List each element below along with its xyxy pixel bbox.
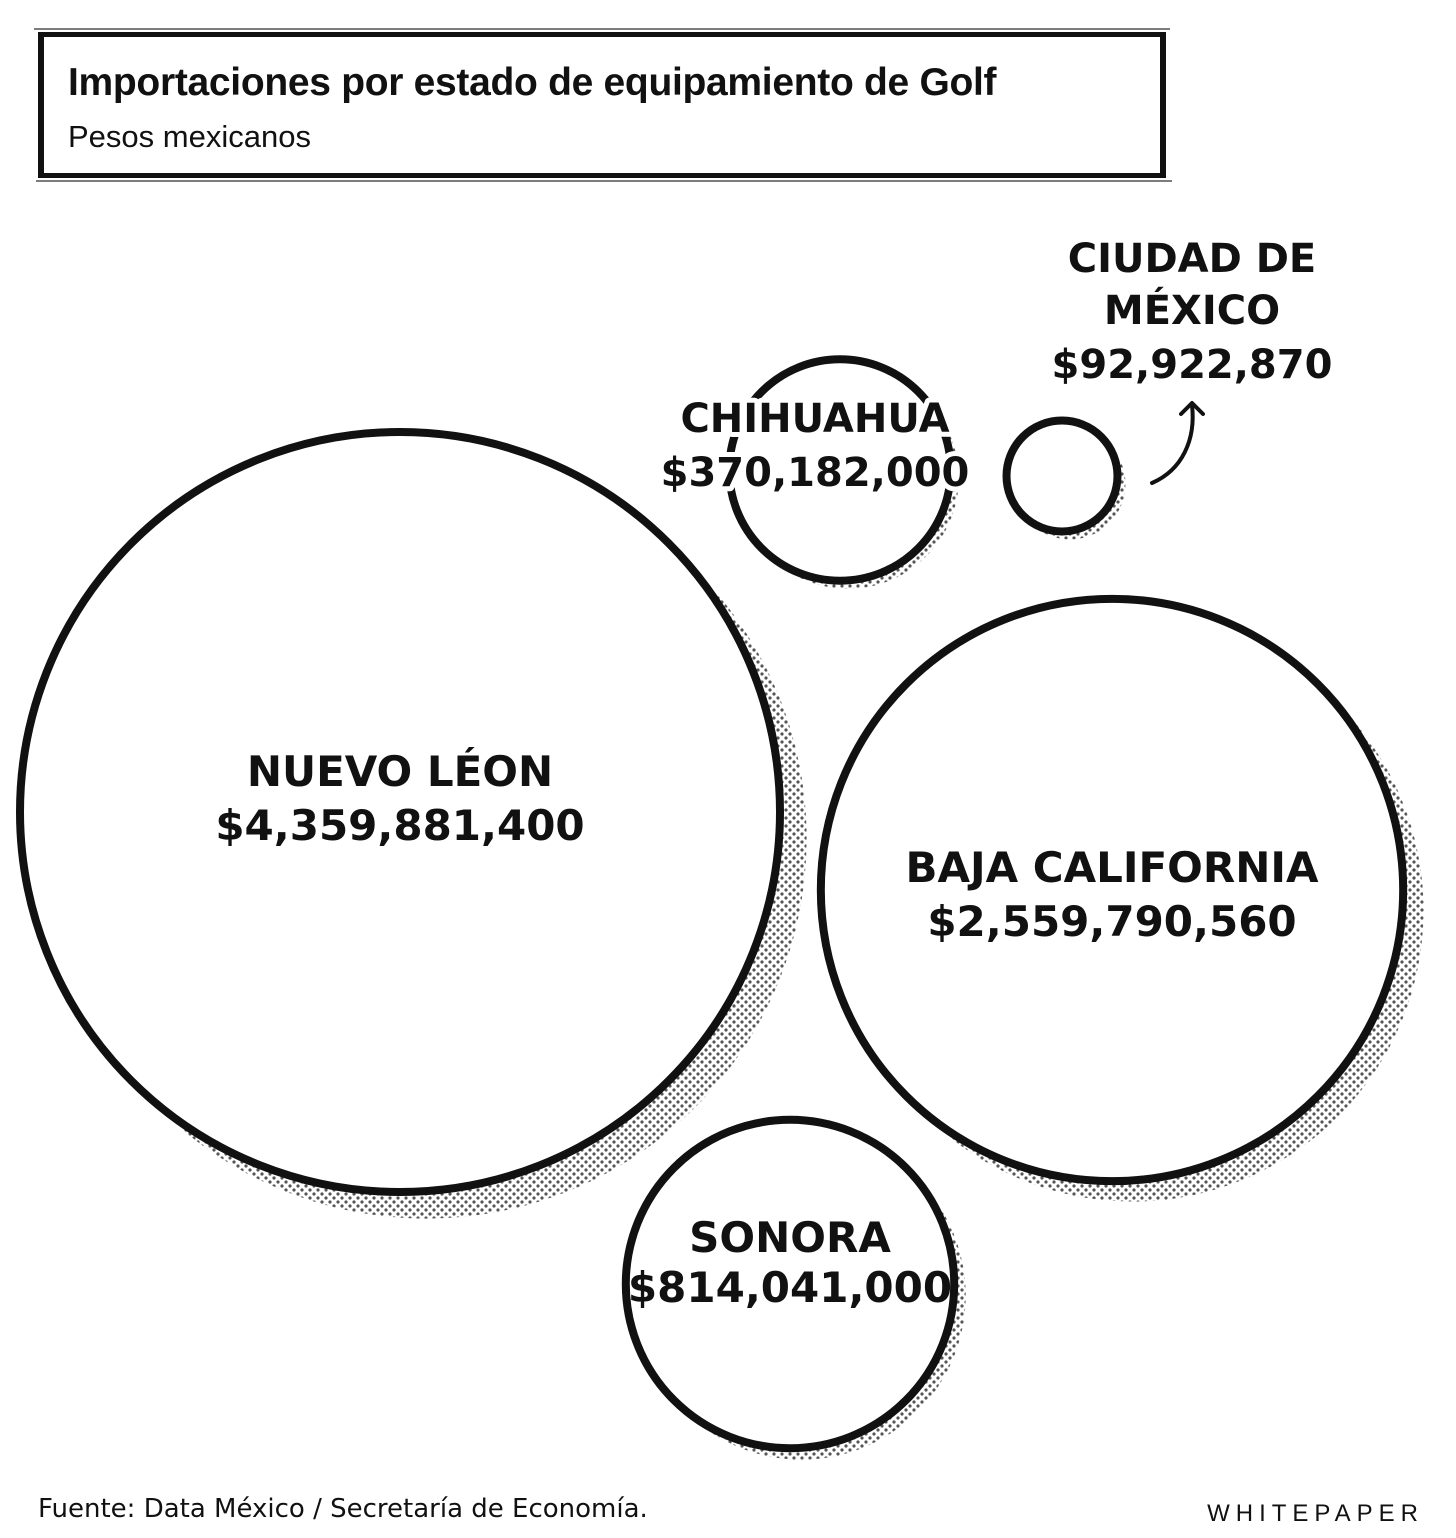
- source-note: Fuente: Data México / Secretaría de Econ…: [38, 1494, 648, 1524]
- bubble-label-sonora: SONORA: [689, 1213, 891, 1262]
- bubble-value-chihuahua: $370,182,000: [661, 450, 970, 496]
- bubble-chihuahua: [725, 355, 955, 585]
- chart-subtitle: Pesos mexicanos: [68, 119, 311, 154]
- title-box: Importaciones por estado de equipamiento…: [34, 28, 1172, 182]
- cdmx-pointer-arrowhead: [1179, 401, 1205, 416]
- bubble-value-nuevo-leon: $4,359,881,400: [215, 801, 584, 850]
- chart-title: Importaciones por estado de equipamiento…: [68, 61, 997, 104]
- bubble-label-ciudad-de-mexico-line1: CIUDAD DE: [1068, 236, 1317, 282]
- brand-logo: WHITEPAPER: [1207, 1500, 1424, 1527]
- bubble-value-baja-california: $2,559,790,560: [927, 897, 1296, 946]
- bubble-nuevo-leon: [16, 428, 784, 1196]
- bubble-baja-california: [816, 594, 1408, 1186]
- bubble-label-nuevo-leon: NUEVO LÉON: [247, 746, 553, 796]
- bubble-value-ciudad-de-mexico: $92,922,870: [1052, 342, 1333, 388]
- bubble-ciudad-de-mexico: [1002, 416, 1122, 536]
- bubble-value-sonora: $814,041,000: [628, 1263, 952, 1312]
- bubble-sonora: [621, 1115, 959, 1453]
- bubble-label-chihuahua: CHIHUAHUA: [680, 396, 949, 442]
- bubble-label-ciudad-de-mexico-line2: MÉXICO: [1104, 286, 1280, 334]
- cdmx-pointer-arrow: [1150, 403, 1195, 485]
- bubble-label-baja-california: BAJA CALIFORNIA: [905, 843, 1319, 892]
